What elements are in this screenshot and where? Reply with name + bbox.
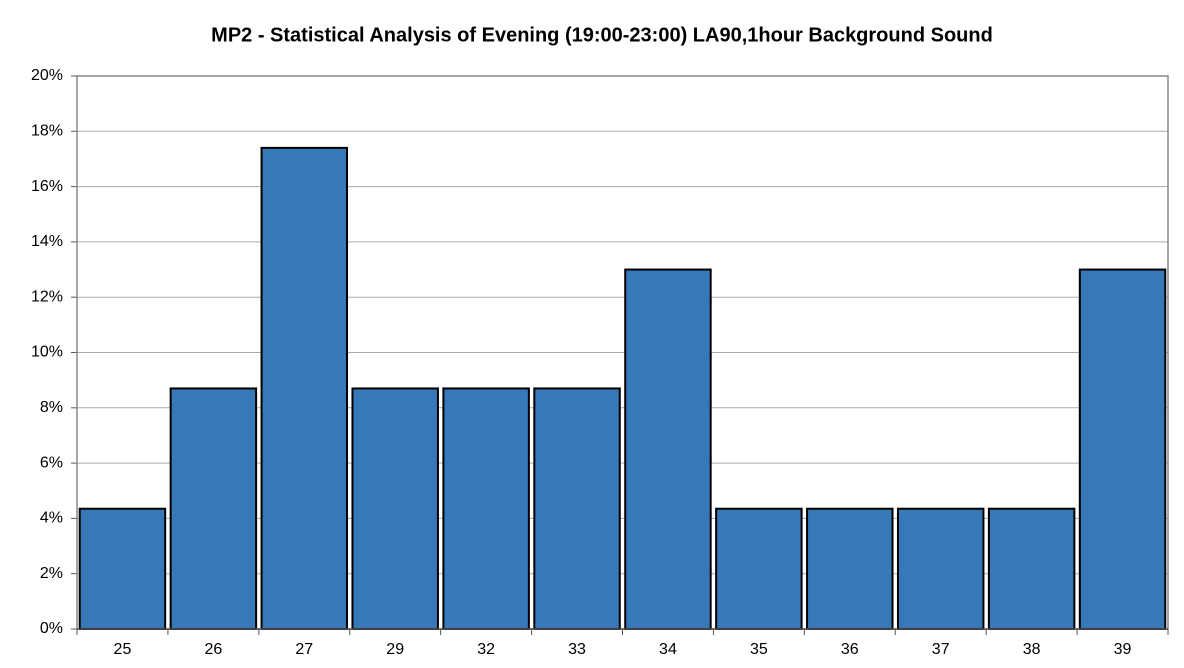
- y-tick-label: 4%: [40, 510, 63, 527]
- x-tick-label: 32: [477, 641, 495, 658]
- x-tick-label: 36: [841, 641, 859, 658]
- y-tick-label: 20%: [31, 67, 63, 84]
- y-tick-label: 8%: [40, 399, 63, 416]
- bar: [806, 507, 894, 630]
- y-tick-label: 2%: [40, 565, 63, 582]
- x-tick-label: 29: [386, 641, 404, 658]
- y-tick-label: 18%: [31, 123, 63, 140]
- x-tick-label: 27: [295, 641, 313, 658]
- x-tick-label: 25: [114, 641, 132, 658]
- y-tick-label: 12%: [31, 288, 63, 305]
- y-tick-label: 10%: [31, 344, 63, 361]
- bar: [624, 268, 712, 630]
- x-tick-label: 34: [659, 641, 677, 658]
- bar: [260, 146, 349, 630]
- x-tick-label: 38: [1023, 641, 1041, 658]
- bar: [533, 387, 621, 630]
- bar: [896, 507, 985, 630]
- x-tick-label: 26: [204, 641, 222, 658]
- bar: [351, 387, 439, 630]
- x-tick-label: 39: [1114, 641, 1132, 658]
- bar: [1078, 268, 1167, 630]
- y-tick-label: 0%: [40, 620, 63, 637]
- x-tick-label: 35: [750, 641, 768, 658]
- bar: [442, 387, 530, 630]
- bar: [715, 507, 803, 630]
- chart-title: MP2 - Statistical Analysis of Evening (1…: [211, 24, 993, 46]
- y-tick-label: 16%: [31, 178, 63, 195]
- bar: [169, 387, 258, 630]
- y-tick-label: 14%: [31, 233, 63, 250]
- bar: [987, 507, 1076, 630]
- y-tick-label: 6%: [40, 454, 63, 471]
- x-tick-label: 33: [568, 641, 586, 658]
- x-tick-label: 37: [932, 641, 950, 658]
- bar: [78, 507, 167, 630]
